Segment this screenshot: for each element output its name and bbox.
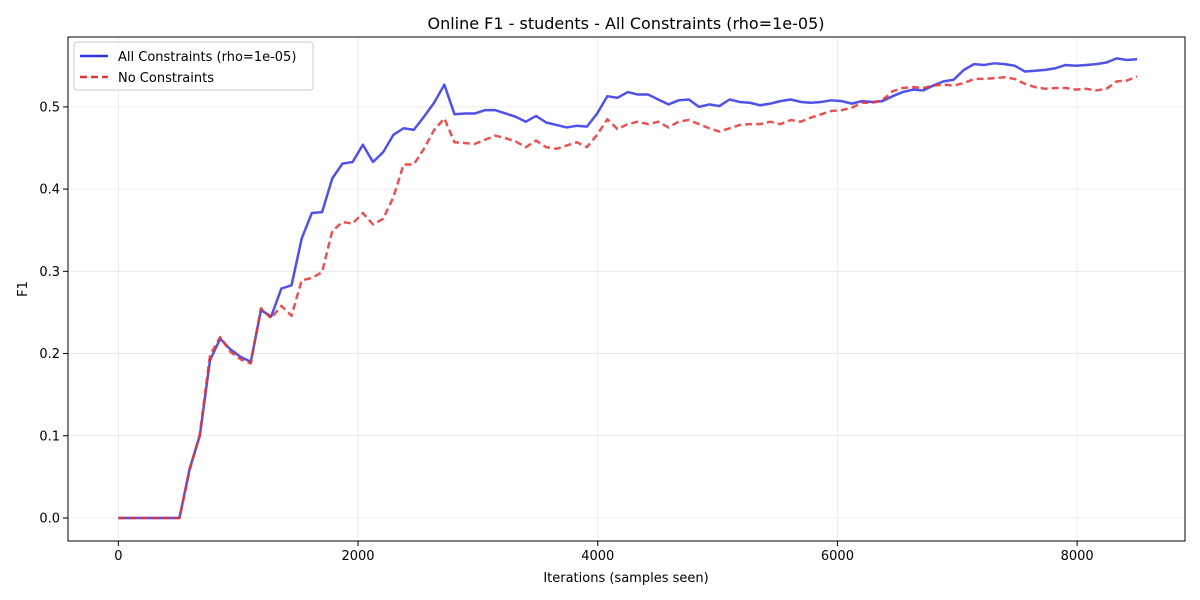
plot-frame	[67, 36, 1186, 542]
grid	[68, 37, 1185, 541]
series-layer	[118, 57, 1138, 520]
chart-title: Online F1 - students - All Constraints (…	[427, 14, 824, 33]
x-tick-label: 8000	[1061, 549, 1094, 564]
x-axis: 0 2000 4000 6000 8000	[114, 541, 1094, 564]
y-tick-label: 0.2	[39, 347, 60, 362]
legend-label-all-constraints: All Constraints (rho=1e-05)	[118, 50, 296, 65]
series-line-all-constraints	[118, 57, 1138, 520]
x-tick-label: 6000	[821, 549, 854, 564]
x-axis-label: Iterations (samples seen)	[543, 571, 708, 586]
y-tick-label: 0.5	[39, 100, 60, 115]
x-tick-label: 4000	[581, 549, 614, 564]
x-tick-label: 2000	[341, 549, 374, 564]
x-tick-label: 0	[114, 549, 122, 564]
legend: All Constraints (rho=1e-05) No Constrain…	[73, 41, 314, 91]
y-tick-label: 0.1	[39, 429, 60, 444]
y-tick-label: 0.3	[39, 265, 60, 280]
series-line-no-constraints	[118, 75, 1138, 520]
legend-label-no-constraints: No Constraints	[118, 71, 214, 86]
y-axis-label: F1	[16, 281, 31, 297]
y-tick-label: 0.4	[39, 183, 60, 198]
legend-box	[73, 41, 314, 91]
y-axis: 0.0 0.1 0.2 0.3 0.4 0.5	[39, 100, 68, 526]
y-tick-label: 0.0	[39, 511, 60, 526]
